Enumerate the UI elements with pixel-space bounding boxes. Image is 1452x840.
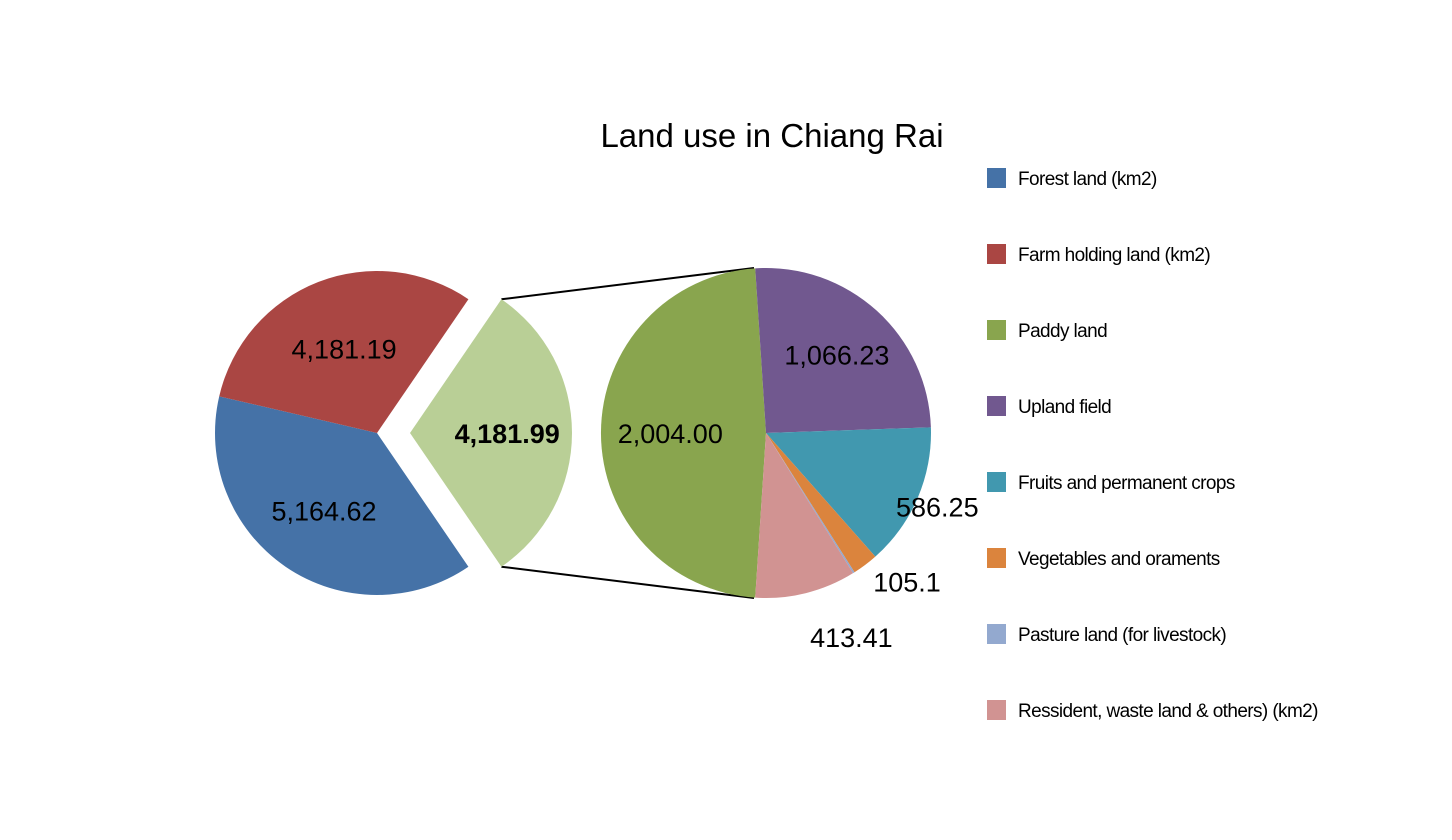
connector-line-top bbox=[501, 267, 755, 301]
legend-label: Vegetables and oraments bbox=[1018, 549, 1220, 570]
data-labels: 5,164.62 4,181.19 4,181.99 2,004.00 1,066.23… bbox=[271, 335, 978, 654]
main-data-label: 5,164.62 bbox=[271, 497, 376, 527]
secondary-data-label: 413.41 bbox=[810, 623, 893, 653]
legend-swatch bbox=[987, 320, 1006, 340]
main-slice-other bbox=[410, 299, 572, 567]
legend-label: Forest land (km2) bbox=[1018, 169, 1157, 190]
secondary-slice-paddy-land bbox=[600, 268, 766, 598]
secondary-data-label: 586.25 bbox=[896, 493, 979, 523]
legend-swatch bbox=[987, 396, 1006, 416]
connector-line-bottom bbox=[501, 565, 755, 599]
secondary-slice-pasture-land-for-livestock bbox=[766, 433, 855, 574]
legend-swatch bbox=[987, 624, 1006, 644]
legend-label: Paddy land bbox=[1018, 321, 1107, 342]
main-slice-forest-land-km2 bbox=[215, 396, 469, 595]
chart-title: Land use in Chiang Rai bbox=[600, 117, 943, 154]
connector-lines bbox=[501, 267, 755, 599]
legend-swatch bbox=[987, 244, 1006, 264]
main-pie bbox=[215, 271, 572, 595]
legend-label: Pasture land (for livestock) bbox=[1018, 625, 1226, 646]
legend-label: Upland field bbox=[1018, 397, 1111, 418]
legend-label: Farm holding land (km2) bbox=[1018, 245, 1210, 266]
legend-label: Ressident, waste land & others) (km2) bbox=[1018, 701, 1318, 722]
secondary-slice-upland-field bbox=[755, 267, 931, 433]
secondary-slice-fruits-and-permanent-crops bbox=[766, 427, 931, 557]
secondary-slice-ressident-waste-land-others-km2 bbox=[755, 433, 854, 599]
secondary-data-label: 1,066.23 bbox=[784, 341, 889, 371]
secondary-data-label: 105.1 bbox=[873, 567, 941, 597]
main-slice-farm-holding-land-km2 bbox=[219, 271, 469, 433]
legend-swatch bbox=[987, 700, 1006, 720]
legend-swatch bbox=[987, 548, 1006, 568]
main-data-label: 4,181.99 bbox=[455, 419, 560, 449]
secondary-slice-vegetables-and-oraments bbox=[766, 433, 876, 573]
secondary-data-label: 2,004.00 bbox=[618, 419, 723, 449]
legend-label: Fruits and permanent crops bbox=[1018, 473, 1235, 494]
legend-swatch bbox=[987, 168, 1006, 188]
secondary-pie bbox=[600, 267, 931, 599]
main-data-label: 4,181.19 bbox=[292, 335, 397, 365]
legend: Forest land (km2) Farm holding land (km2)… bbox=[987, 168, 1319, 722]
legend-swatch bbox=[987, 472, 1006, 492]
